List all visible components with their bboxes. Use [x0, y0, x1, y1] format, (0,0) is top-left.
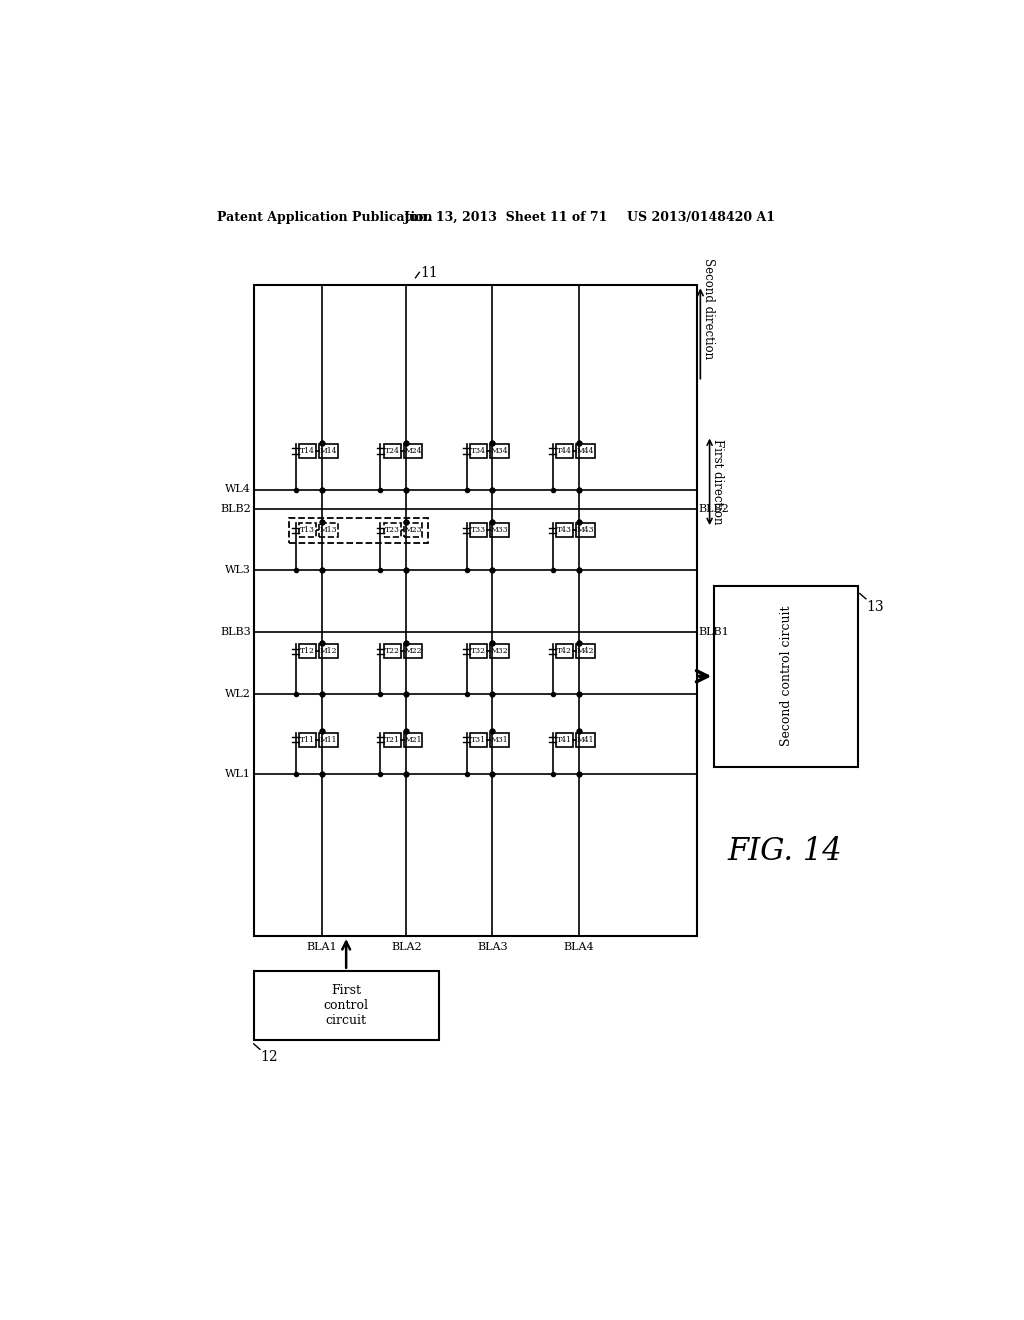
Bar: [403, 644, 422, 659]
Bar: [470, 644, 487, 659]
Text: M32: M32: [490, 647, 508, 655]
Text: 12: 12: [261, 1051, 279, 1064]
Bar: [490, 644, 509, 659]
Text: M12: M12: [319, 647, 337, 655]
Bar: [556, 733, 573, 747]
Text: M41: M41: [577, 735, 594, 743]
Text: M22: M22: [404, 647, 422, 655]
Text: Second direction: Second direction: [701, 257, 715, 359]
Text: T41: T41: [557, 735, 572, 743]
Text: Jun. 13, 2013  Sheet 11 of 71: Jun. 13, 2013 Sheet 11 of 71: [403, 211, 608, 224]
Text: M43: M43: [577, 527, 595, 535]
Bar: [299, 644, 316, 659]
Text: FIG. 14: FIG. 14: [728, 836, 843, 867]
Bar: [470, 733, 487, 747]
Text: BLA4: BLA4: [563, 942, 594, 952]
Text: US 2013/0148420 A1: US 2013/0148420 A1: [628, 211, 775, 224]
Bar: [319, 444, 338, 458]
Bar: [556, 523, 573, 537]
Text: M42: M42: [577, 647, 594, 655]
Bar: [319, 523, 338, 537]
Bar: [299, 733, 316, 747]
Bar: [577, 733, 595, 747]
Bar: [384, 523, 400, 537]
Text: BLA2: BLA2: [391, 942, 422, 952]
Text: WL3: WL3: [225, 565, 251, 576]
Text: 11: 11: [420, 267, 438, 280]
Bar: [254, 970, 438, 1040]
Text: M23: M23: [404, 527, 422, 535]
Bar: [403, 523, 422, 537]
Bar: [299, 523, 316, 537]
Bar: [577, 523, 595, 537]
Text: M24: M24: [404, 447, 422, 455]
Text: BLB1: BLB1: [698, 627, 729, 638]
Text: M13: M13: [319, 527, 337, 535]
Text: M14: M14: [319, 447, 337, 455]
Bar: [714, 586, 858, 767]
Text: M44: M44: [577, 447, 594, 455]
Bar: [403, 733, 422, 747]
Text: Second control circuit: Second control circuit: [779, 606, 793, 747]
Bar: [403, 444, 422, 458]
Text: BLA1: BLA1: [306, 942, 337, 952]
Text: WL1: WL1: [225, 770, 251, 779]
Text: T34: T34: [471, 447, 486, 455]
Text: T33: T33: [471, 527, 486, 535]
Text: T44: T44: [557, 447, 572, 455]
Bar: [577, 444, 595, 458]
Bar: [299, 444, 316, 458]
Text: BLB2: BLB2: [220, 504, 251, 513]
Bar: [384, 644, 400, 659]
Text: T13: T13: [300, 527, 315, 535]
Bar: [470, 444, 487, 458]
Text: WL2: WL2: [225, 689, 251, 698]
Bar: [556, 644, 573, 659]
Text: T21: T21: [385, 735, 399, 743]
Bar: [319, 644, 338, 659]
Text: M31: M31: [490, 735, 508, 743]
Text: T12: T12: [300, 647, 315, 655]
Text: T23: T23: [385, 527, 399, 535]
Text: T14: T14: [300, 447, 315, 455]
Bar: [384, 733, 400, 747]
Bar: [470, 523, 487, 537]
Text: M11: M11: [319, 735, 337, 743]
Text: 13: 13: [866, 599, 885, 614]
Bar: [490, 444, 509, 458]
Text: BLB2: BLB2: [698, 504, 729, 513]
Bar: [577, 644, 595, 659]
Text: T43: T43: [557, 527, 572, 535]
Bar: [556, 444, 573, 458]
Text: BLB3: BLB3: [220, 627, 251, 638]
Text: M33: M33: [490, 527, 508, 535]
Bar: [490, 733, 509, 747]
Bar: [319, 733, 338, 747]
Text: M21: M21: [404, 735, 422, 743]
Text: BLA3: BLA3: [477, 942, 508, 952]
Bar: [289, 517, 428, 543]
Bar: [384, 444, 400, 458]
Text: First direction: First direction: [711, 440, 724, 524]
Bar: [490, 523, 509, 537]
Text: M34: M34: [490, 447, 508, 455]
Text: Patent Application Publication: Patent Application Publication: [217, 211, 432, 224]
Text: T22: T22: [385, 647, 399, 655]
Text: First
control
circuit: First control circuit: [324, 983, 369, 1027]
Text: T11: T11: [300, 735, 315, 743]
Text: T31: T31: [471, 735, 486, 743]
Text: T24: T24: [385, 447, 399, 455]
Bar: [254, 285, 696, 936]
Text: WL4: WL4: [225, 484, 251, 495]
Text: T42: T42: [557, 647, 572, 655]
Text: T32: T32: [471, 647, 486, 655]
